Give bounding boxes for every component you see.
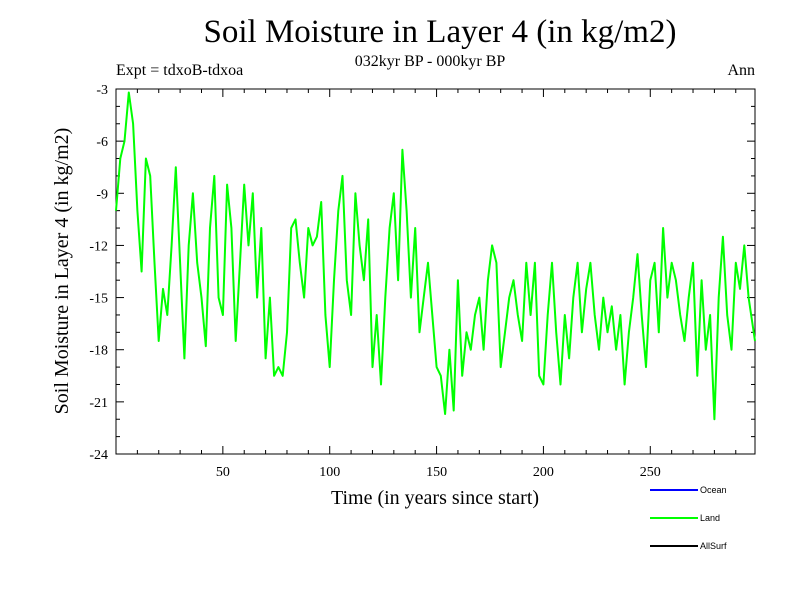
y-tick-label: -21 [89,396,108,411]
x-tick-label: 100 [319,465,340,480]
y-tick-label: -15 [89,292,108,307]
legend-label-ocean: Ocean [700,485,727,495]
x-tick-label: 250 [640,465,661,480]
period-label: Ann [727,62,755,79]
series-line-land [115,91,756,421]
plot-frame [115,88,756,455]
x-tick-label: 200 [533,465,554,480]
x-tick-label: 50 [216,465,230,480]
y-tick-label: -3 [96,83,108,98]
legend-label-land: Land [700,513,720,523]
y-tick-label: -18 [89,344,108,359]
y-tick-label: -12 [89,239,108,254]
x-tick-label: 150 [426,465,447,480]
experiment-label: Expt = tdxoB-tdxoa [116,62,244,79]
y-tick-label: -9 [96,187,108,202]
x-axis-title: Time (in years since start) [331,487,539,509]
y-tick-label: -6 [96,135,108,150]
y-axis: -3 -6 -9 -12 -15 -18 -21 -24 [89,83,755,463]
legend-label-allsurf: AllSurf [700,541,727,551]
y-tick-label: -24 [89,448,108,463]
y-axis-title: Soil Moisture in Layer 4 (in kg/m2) [51,128,73,415]
series-layer [115,91,756,421]
legend: Ocean Land AllSurf [650,485,727,551]
chart-title: Soil Moisture in Layer 4 (in kg/m2) [203,14,677,50]
x-axis: 50 100 150 200 250 [136,89,737,480]
chart-subtitle: 032kyr BP - 000kyr BP [354,53,506,70]
